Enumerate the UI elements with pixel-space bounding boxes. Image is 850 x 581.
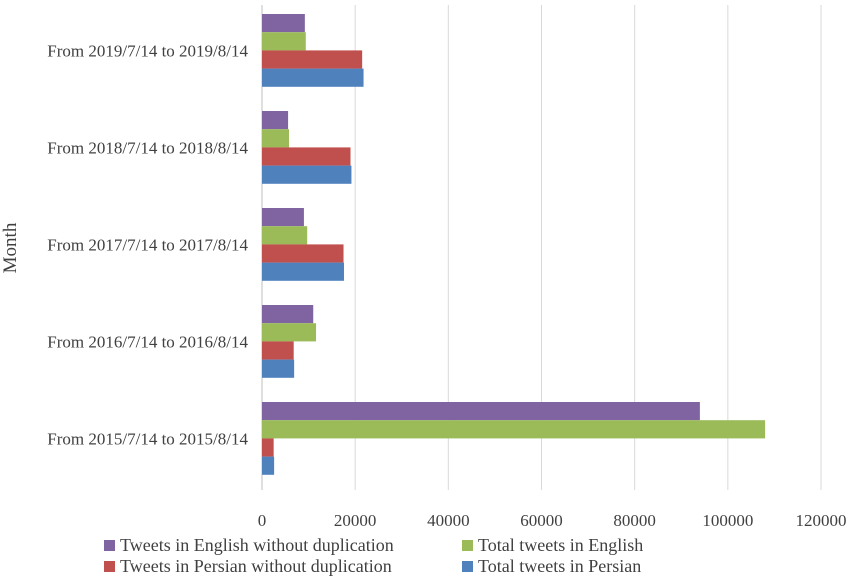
- x-tick-label: 0: [258, 511, 267, 530]
- bar: [262, 208, 304, 227]
- legend-label: Tweets in English without duplication: [120, 535, 394, 555]
- y-category-label: From 2018/7/14 to 2018/8/14: [47, 138, 248, 157]
- bar: [262, 420, 766, 439]
- bar: [262, 341, 294, 360]
- legend-label: Total tweets in English: [478, 535, 643, 555]
- x-tick-label: 20000: [334, 511, 377, 530]
- y-category-label: From 2019/7/14 to 2019/8/14: [47, 41, 248, 60]
- bar: [262, 111, 289, 130]
- x-tick-label: 40000: [427, 511, 470, 530]
- y-axis-categories: From 2019/7/14 to 2019/8/14 From 2018/7/1…: [47, 41, 248, 448]
- bar: [262, 226, 308, 245]
- legend-swatch: [462, 561, 473, 572]
- y-category-label: From 2016/7/14 to 2016/8/14: [47, 332, 248, 351]
- bar: [262, 244, 344, 263]
- bar: [262, 359, 295, 378]
- bar: [262, 262, 344, 281]
- x-tick-label: 80000: [613, 511, 656, 530]
- legend-swatch: [104, 561, 115, 572]
- bar: [262, 129, 290, 148]
- x-axis-ticks: 0 20000 40000 60000 80000 100000 120000: [258, 511, 847, 530]
- legend-label: Tweets in Persian without duplication: [120, 556, 392, 576]
- bar: [262, 32, 306, 51]
- bar: [262, 305, 314, 324]
- bar: [262, 50, 363, 69]
- bars: [262, 14, 766, 475]
- y-axis-title: Month: [0, 222, 21, 273]
- x-tick-label: 120000: [796, 511, 847, 530]
- bar: [262, 147, 351, 166]
- x-tick-label: 60000: [520, 511, 563, 530]
- y-category-label: From 2017/7/14 to 2017/8/14: [47, 235, 248, 254]
- bar: [262, 14, 305, 33]
- y-category-label: From 2015/7/14 to 2015/8/14: [47, 429, 248, 448]
- bar: [262, 402, 700, 421]
- legend-label: Total tweets in Persian: [478, 556, 641, 576]
- legend-swatch: [462, 540, 473, 551]
- bar: [262, 456, 275, 475]
- x-tick-label: 100000: [702, 511, 753, 530]
- bar: [262, 323, 317, 342]
- bar: [262, 165, 352, 184]
- legend-swatch: [104, 540, 115, 551]
- bar: [262, 438, 274, 457]
- legend: Tweets in English without duplication Tot…: [104, 535, 643, 576]
- bar: [262, 68, 364, 87]
